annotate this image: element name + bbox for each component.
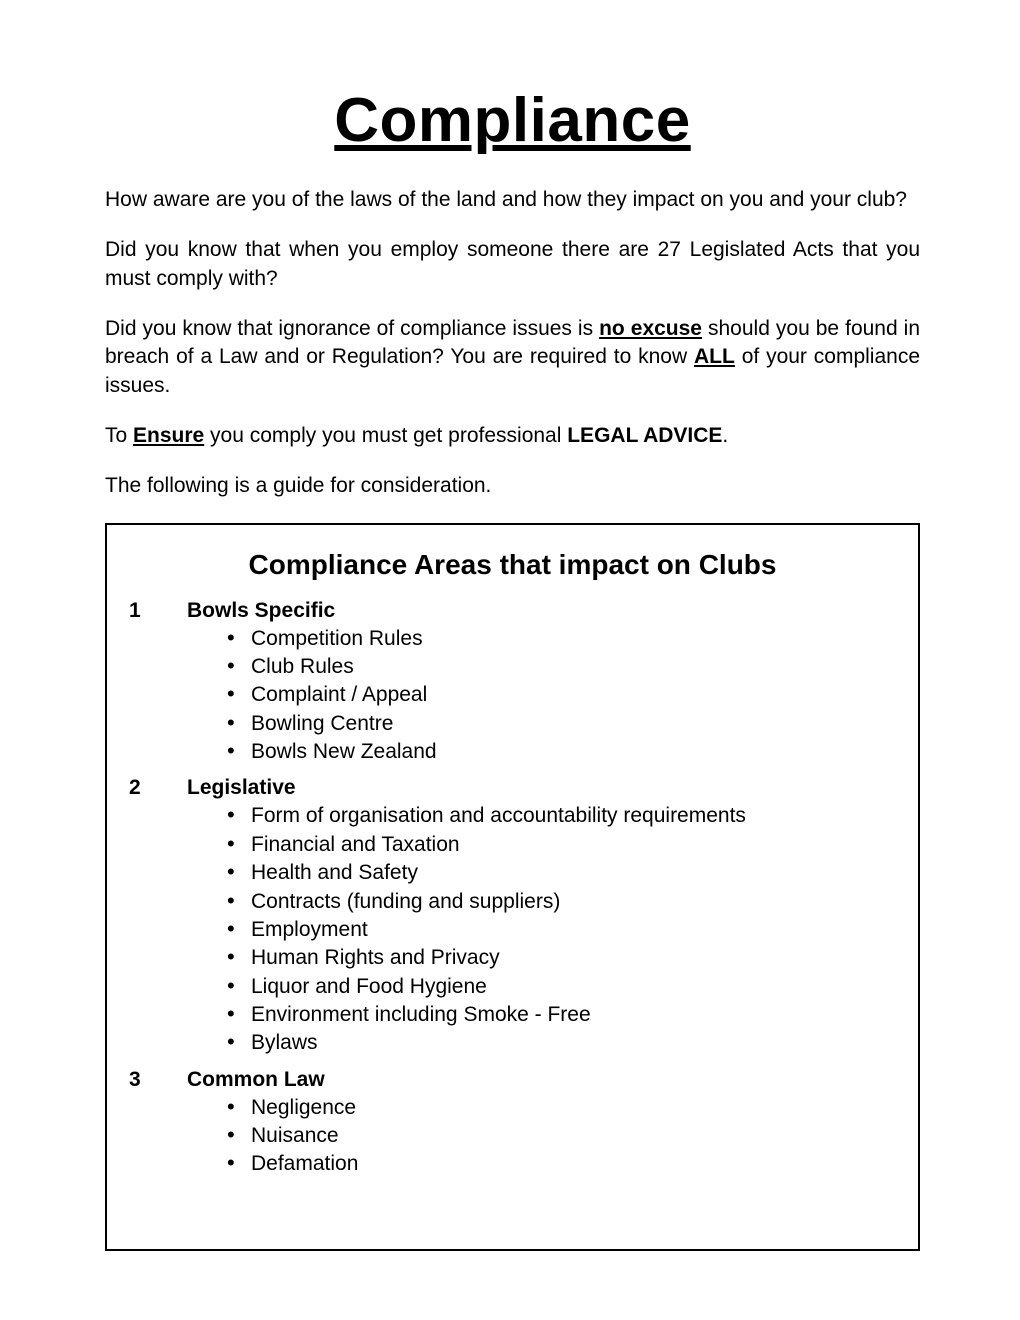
section-row: 2 Legislative [129, 776, 896, 800]
box-title: Compliance Areas that impact on Clubs [129, 549, 896, 581]
emphasis-no-excuse: no excuse [599, 317, 702, 340]
emphasis-all: ALL [694, 345, 735, 368]
section-number: 1 [129, 599, 187, 623]
section-heading: Common Law [187, 1068, 325, 1092]
section-number: 2 [129, 776, 187, 800]
section-row: 3 Common Law [129, 1068, 896, 1092]
list-item: Bylaws [227, 1029, 896, 1057]
emphasis-legal-advice: LEGAL ADVICE [567, 424, 722, 447]
text-fragment: you comply you must get professional [204, 424, 567, 447]
list-item: Environment including Smoke - Free [227, 1001, 896, 1029]
intro-paragraph-4: To Ensure you comply you must get profes… [105, 422, 920, 450]
list-item: Financial and Taxation [227, 831, 896, 859]
intro-paragraph-2: Did you know that when you employ someon… [105, 236, 920, 293]
list-item: Complaint / Appeal [227, 681, 896, 709]
section-heading: Legislative [187, 776, 296, 800]
list-item: Contracts (funding and suppliers) [227, 888, 896, 916]
list-item: Health and Safety [227, 859, 896, 887]
intro-paragraph-5: The following is a guide for considerati… [105, 472, 920, 500]
document-page: Compliance How aware are you of the laws… [0, 0, 1020, 1320]
list-item: Competition Rules [227, 625, 896, 653]
list-item: Form of organisation and accountability … [227, 802, 896, 830]
intro-paragraph-1: How aware are you of the laws of the lan… [105, 186, 920, 214]
page-title: Compliance [105, 85, 920, 156]
list-item: Nuisance [227, 1122, 896, 1150]
compliance-areas-box: Compliance Areas that impact on Clubs 1 … [105, 523, 920, 1251]
section-number: 3 [129, 1068, 187, 1092]
text-fragment: . [722, 424, 728, 447]
emphasis-ensure: Ensure [133, 424, 204, 447]
section-bullets: Form of organisation and accountability … [227, 802, 896, 1057]
list-item: Human Rights and Privacy [227, 944, 896, 972]
list-item: Club Rules [227, 653, 896, 681]
section-bullets: Negligence Nuisance Defamation [227, 1094, 896, 1179]
section-row: 1 Bowls Specific [129, 599, 896, 623]
list-item: Bowls New Zealand [227, 738, 896, 766]
list-item: Liquor and Food Hygiene [227, 973, 896, 1001]
section-bullets: Competition Rules Club Rules Complaint /… [227, 625, 896, 767]
intro-paragraph-3: Did you know that ignorance of complianc… [105, 315, 920, 400]
list-item: Bowling Centre [227, 710, 896, 738]
text-fragment: To [105, 424, 133, 447]
list-item: Employment [227, 916, 896, 944]
list-item: Defamation [227, 1150, 896, 1178]
text-fragment: Did you know that ignorance of complianc… [105, 317, 599, 340]
section-heading: Bowls Specific [187, 599, 335, 623]
list-item: Negligence [227, 1094, 896, 1122]
